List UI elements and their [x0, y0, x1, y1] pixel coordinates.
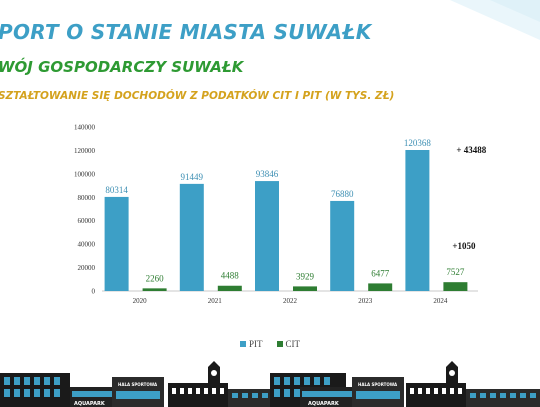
bar-cit-2021 — [217, 285, 242, 291]
data-label: 76880 — [331, 189, 354, 199]
bar-chart: 0 20000 40000 60000 80000 100000 120000 140000 2… — [74, 124, 487, 306]
x-tick-label: 2020 — [133, 297, 148, 305]
annotation-pit-change: + 43488 — [456, 145, 486, 155]
data-label: 93846 — [256, 169, 279, 179]
data-label: 3929 — [296, 271, 315, 281]
x-tick-label: 2023 — [358, 297, 373, 305]
y-tick-label: 120000 — [74, 147, 96, 155]
y-tick-label: 100000 — [74, 170, 96, 178]
x-tick-label: 2022 — [283, 297, 298, 305]
y-tick-label: 20000 — [78, 264, 96, 272]
data-label: 4488 — [221, 271, 240, 281]
chart-legend: PIT CIT — [0, 339, 540, 349]
bar-pit-2022 — [255, 181, 279, 291]
bar-pit-2023 — [330, 200, 355, 291]
bar-cit-2022 — [293, 286, 317, 291]
skyline-label-aquapark-1: AQUAPARK — [74, 401, 106, 407]
annotation-cit-change: +1050 — [452, 241, 476, 251]
y-tick-label: 0 — [92, 288, 96, 296]
bar-pit-2024 — [405, 149, 430, 291]
x-tick-label: 2024 — [433, 297, 448, 305]
data-label: 2260 — [146, 273, 165, 283]
y-tick-label: 40000 — [78, 241, 96, 249]
legend-item-pit: PIT — [240, 339, 263, 349]
data-label: 91449 — [181, 172, 204, 182]
city-skyline-footer: AQUAPARK HALA SPORTOWA AQUAPARK HALA SPO… — [0, 361, 540, 407]
y-tick-label: 80000 — [78, 194, 96, 202]
data-label: 80314 — [105, 185, 128, 195]
legend-label-pit: PIT — [249, 339, 263, 349]
bar-pit-2021 — [179, 183, 204, 291]
bar-cit-2024 — [443, 282, 468, 291]
data-label: 120368 — [404, 138, 432, 148]
legend-item-cit: CIT — [276, 339, 301, 349]
legend-swatch-cit — [276, 341, 283, 347]
corner-decoration — [450, 0, 540, 40]
x-tick-label: 2021 — [208, 297, 223, 305]
skyline-label-aquapark-2: AQUAPARK — [308, 401, 340, 407]
bar-pit-2020 — [104, 196, 129, 291]
data-label: 7527 — [446, 267, 465, 277]
y-tick-label: 60000 — [78, 217, 96, 225]
legend-swatch-pit — [240, 341, 246, 347]
y-tick-label: 140000 — [74, 124, 96, 132]
bar-cit-2023 — [368, 283, 393, 291]
legend-label-cit: CIT — [285, 339, 301, 349]
bar-cit-2020 — [142, 288, 167, 291]
chart-title: SZTAŁTOWANIE SIĘ DOCHODÓW Z PODATKÓW CIT… — [0, 90, 395, 102]
skyline-label-hala-1: HALA SPORTOWA — [118, 382, 158, 387]
report-title: PORT O STANIE MIASTA SUWAŁK — [0, 20, 372, 44]
skyline-label-hala-2: HALA SPORTOWA — [358, 382, 398, 387]
data-label: 6477 — [371, 268, 390, 278]
section-title: WÓJ GOSPODARCZY SUWAŁK — [0, 58, 244, 76]
